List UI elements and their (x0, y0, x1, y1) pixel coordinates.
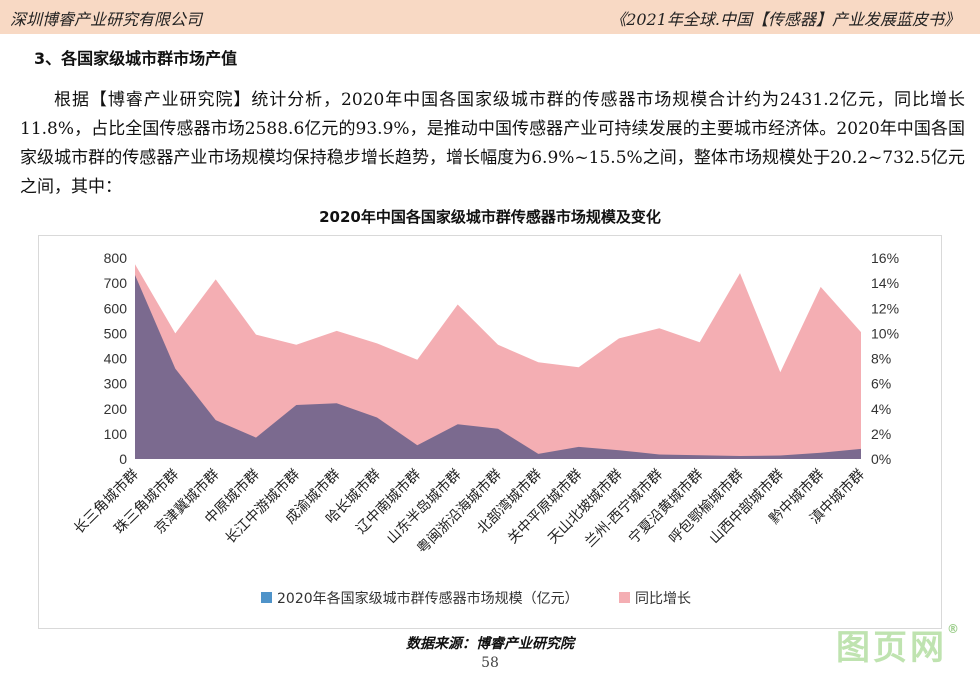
left-axis-tick-label: 300 (104, 376, 128, 392)
legend-swatch-growth (619, 592, 630, 603)
left-axis-tick-label: 100 (104, 426, 128, 442)
watermark-text: 图页网 (836, 628, 947, 668)
right-axis-tick-label: 4% (871, 401, 891, 417)
right-axis-tick-label: 14% (871, 275, 899, 291)
legend-label-market-size: 2020年各国家级城市群传感器市场规模（亿元） (277, 590, 579, 607)
section-title: 3、各国家级城市群市场产值 (34, 49, 238, 68)
left-axis-tick-label: 200 (104, 401, 128, 417)
header-company: 深圳博睿产业研究有限公司 (10, 10, 203, 29)
watermark-logo: 图页网® (836, 620, 962, 669)
right-axis-tick-label: 6% (871, 376, 891, 392)
chart-svg: 0 100 200 300 400 500 600 700 800 0% 2% 4% 6% 8% 10% 12… (70, 250, 899, 607)
right-axis-tick-label: 12% (871, 300, 899, 316)
legend-swatch-market-size (261, 592, 272, 603)
legend-label-growth: 同比增长 (635, 591, 691, 607)
watermark-registered-mark: ® (947, 621, 962, 636)
right-axis-tick-label: 10% (871, 325, 899, 341)
right-axis-tick-label: 16% (871, 250, 899, 266)
header-book-title: 《2021年全球.中国【传感器】产业发展蓝皮书》 (610, 10, 960, 29)
market-size-area (135, 275, 861, 459)
left-axis-tick-label: 0 (119, 451, 127, 467)
right-axis-tick-label: 0% (871, 451, 891, 467)
header-bar: 深圳博睿产业研究有限公司 《2021年全球.中国【传感器】产业发展蓝皮书》 (0, 0, 980, 34)
left-axis-tick-label: 800 (104, 250, 128, 266)
page-number: 58 (481, 655, 499, 671)
left-axis-tick-label: 400 (104, 351, 128, 367)
left-axis-tick-label: 700 (104, 275, 128, 291)
body-paragraph: 根据【博睿产业研究院】统计分析，2020年中国各国家级城市群的传感器市场规模合计… (20, 90, 965, 197)
left-axis-tick-label: 500 (104, 325, 128, 341)
right-axis-tick-label: 8% (871, 351, 891, 367)
chart-title: 2020年中国各国家级城市群传感器市场规模及变化 (319, 208, 661, 226)
chart-frame: 0 100 200 300 400 500 600 700 800 0% 2% 4% 6% 8% 10% 12… (38, 235, 942, 629)
data-source: 数据来源：博睿产业研究院 (406, 636, 574, 652)
right-axis-tick-label: 2% (871, 426, 891, 442)
left-axis-tick-label: 600 (104, 300, 128, 316)
